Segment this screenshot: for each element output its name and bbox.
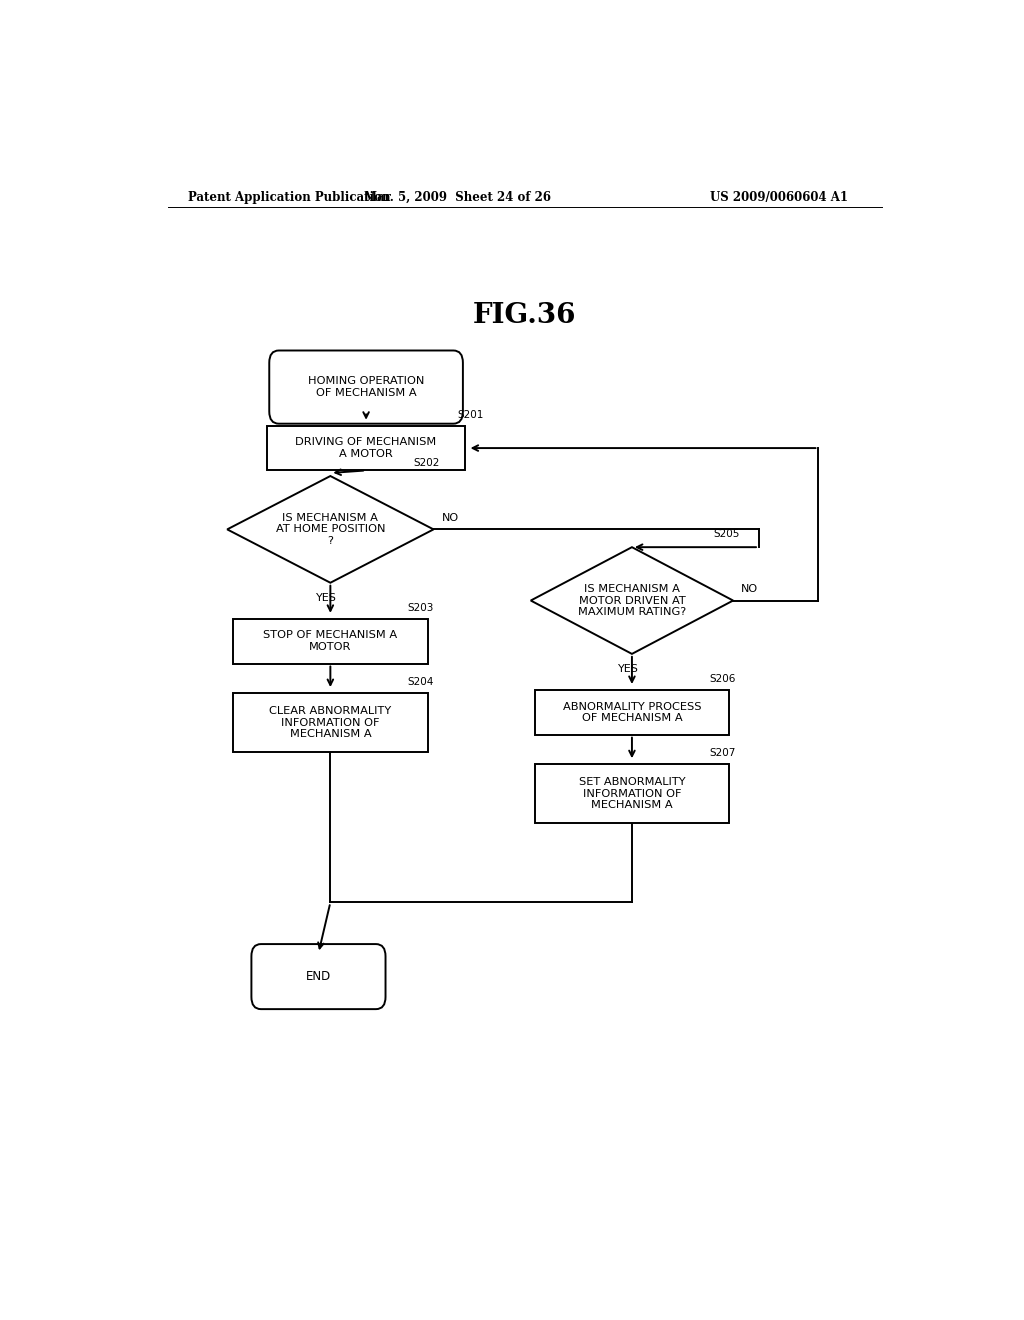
Text: US 2009/0060604 A1: US 2009/0060604 A1: [710, 190, 848, 203]
Text: S202: S202: [414, 458, 440, 467]
FancyBboxPatch shape: [269, 351, 463, 424]
Text: CLEAR ABNORMALITY
INFORMATION OF
MECHANISM A: CLEAR ABNORMALITY INFORMATION OF MECHANI…: [269, 706, 391, 739]
Text: STOP OF MECHANISM A
MOTOR: STOP OF MECHANISM A MOTOR: [263, 631, 397, 652]
FancyBboxPatch shape: [252, 944, 385, 1008]
Text: S203: S203: [408, 603, 434, 612]
Bar: [535, 764, 729, 824]
Text: NO: NO: [441, 513, 459, 523]
Text: Patent Application Publication: Patent Application Publication: [187, 190, 390, 203]
Text: YES: YES: [617, 664, 638, 675]
Text: IS MECHANISM A
AT HOME POSITION
?: IS MECHANISM A AT HOME POSITION ?: [275, 512, 385, 546]
Polygon shape: [530, 548, 733, 653]
Text: NO: NO: [741, 585, 758, 594]
Text: END: END: [306, 970, 331, 983]
Bar: [535, 690, 729, 735]
Text: S205: S205: [714, 529, 739, 539]
Text: S204: S204: [408, 677, 434, 686]
Text: ABNORMALITY PROCESS
OF MECHANISM A: ABNORMALITY PROCESS OF MECHANISM A: [562, 701, 701, 723]
Text: DRIVING OF MECHANISM
A MOTOR: DRIVING OF MECHANISM A MOTOR: [296, 437, 436, 459]
Polygon shape: [227, 477, 433, 582]
Text: S206: S206: [710, 673, 735, 684]
Text: Mar. 5, 2009  Sheet 24 of 26: Mar. 5, 2009 Sheet 24 of 26: [364, 190, 551, 203]
Text: HOMING OPERATION
OF MECHANISM A: HOMING OPERATION OF MECHANISM A: [308, 376, 424, 397]
Text: SET ABNORMALITY
INFORMATION OF
MECHANISM A: SET ABNORMALITY INFORMATION OF MECHANISM…: [579, 777, 685, 810]
Bar: [267, 426, 465, 470]
Text: IS MECHANISM A
MOTOR DRIVEN AT
MAXIMUM RATING?: IS MECHANISM A MOTOR DRIVEN AT MAXIMUM R…: [578, 583, 686, 618]
Text: FIG.36: FIG.36: [473, 302, 577, 330]
Bar: [233, 619, 428, 664]
Text: S207: S207: [710, 748, 735, 758]
Text: YES: YES: [316, 593, 337, 603]
Bar: [233, 693, 428, 752]
Text: S201: S201: [458, 409, 483, 420]
